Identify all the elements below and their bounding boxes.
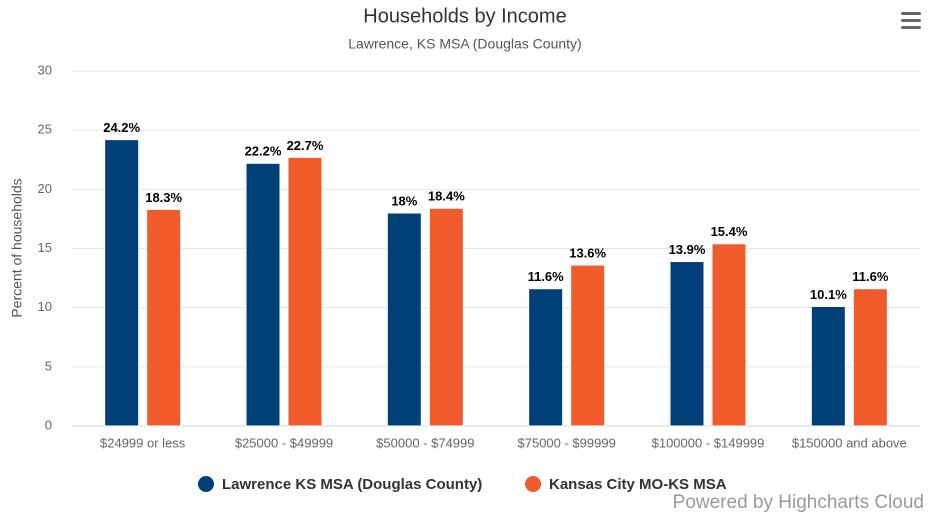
data-label: 22.7% xyxy=(287,138,324,153)
menu-bar xyxy=(901,26,921,29)
y-tick-label: 10 xyxy=(38,299,52,314)
bar xyxy=(669,261,705,427)
bar xyxy=(287,156,323,427)
data-label: 18.4% xyxy=(428,189,465,204)
menu-button[interactable] xyxy=(901,12,921,29)
data-label: 18.3% xyxy=(145,190,182,205)
menu-bar xyxy=(901,19,921,22)
legend-label: Kansas City MO-KS MSA xyxy=(549,476,727,493)
y-tick-label: 5 xyxy=(45,358,52,373)
bar xyxy=(146,208,182,427)
chart-subtitle: Lawrence, KS MSA (Douglas County) xyxy=(348,36,581,52)
data-label: 13.9% xyxy=(669,242,706,257)
data-label: 11.6% xyxy=(528,269,565,284)
legend-marker xyxy=(198,476,214,492)
y-tick-label: 20 xyxy=(38,181,52,196)
bar xyxy=(810,305,846,427)
y-tick-label: 15 xyxy=(38,240,52,255)
x-tick-label: $100000 - $149999 xyxy=(652,435,765,450)
x-tick-label: $50000 - $74999 xyxy=(376,435,474,450)
bar xyxy=(711,243,747,427)
data-label: 11.6% xyxy=(852,269,889,284)
bar xyxy=(570,264,606,427)
y-tick-label: 30 xyxy=(38,62,52,77)
data-label: 18% xyxy=(391,193,417,208)
bar xyxy=(245,162,281,427)
data-label: 22.2% xyxy=(245,144,282,159)
x-tick-label: $75000 - $99999 xyxy=(518,435,616,450)
bar xyxy=(852,288,888,427)
data-label: 13.6% xyxy=(569,246,606,261)
menu-bar xyxy=(901,12,921,15)
x-tick-label: $24999 or less xyxy=(100,435,186,450)
y-axis-label: Percent of households xyxy=(9,178,25,317)
credits[interactable]: Powered by Highcharts Cloud xyxy=(673,492,924,513)
bar xyxy=(386,212,422,427)
data-label: 24.2% xyxy=(103,120,140,135)
legend-label: Lawrence KS MSA (Douglas County) xyxy=(222,476,482,493)
x-tick-label: $25000 - $49999 xyxy=(235,435,333,450)
chart-title: Households by Income xyxy=(363,5,566,27)
y-tick-label: 0 xyxy=(45,417,52,432)
bar xyxy=(104,139,140,427)
y-tick-label: 25 xyxy=(38,122,52,137)
legend-marker xyxy=(525,476,541,492)
bar xyxy=(528,288,564,427)
data-label: 10.1% xyxy=(810,287,847,302)
x-tick-label: $150000 and above xyxy=(792,435,907,450)
bar xyxy=(428,207,464,427)
data-label: 15.4% xyxy=(711,224,748,239)
